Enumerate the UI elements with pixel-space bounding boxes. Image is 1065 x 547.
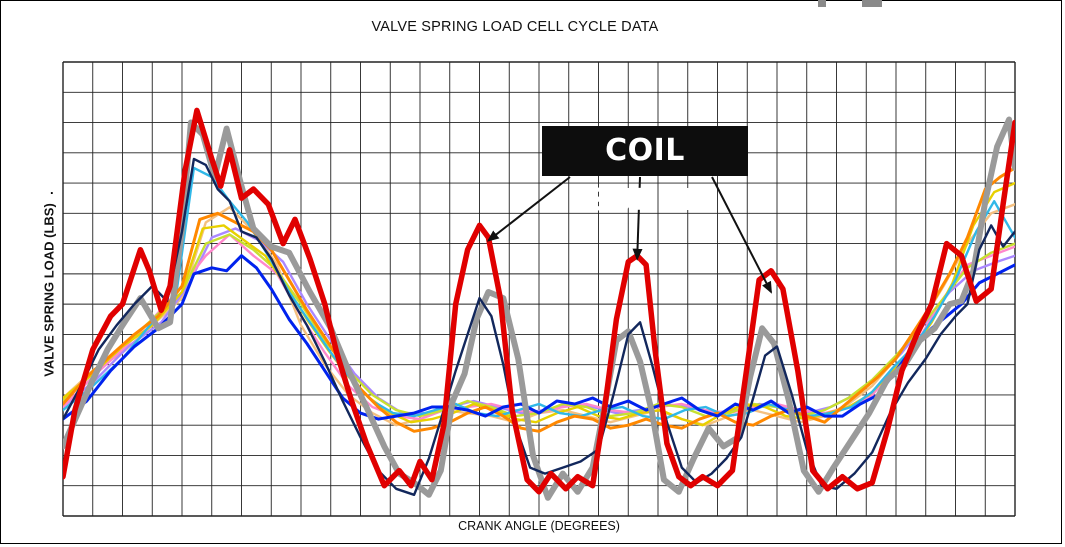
series-line-red [63, 107, 1015, 495]
series-line-peach [63, 203, 1015, 427]
annotation-arrow [632, 176, 643, 261]
annotation-arrow [711, 176, 772, 294]
top-edge-mark [818, 0, 826, 7]
series-line-cyan [63, 166, 1015, 421]
chart-title: VALVE SPRING LOAD CELL CYCLE DATA [371, 19, 659, 35]
annotation-arrow [486, 176, 571, 242]
x-axis-label: CRANK ANGLE (DEGREES) [458, 519, 620, 533]
y-axis-label-suffix: . [50, 182, 54, 197]
top-edge-mark [862, 0, 882, 7]
series-line-blue [63, 254, 1015, 421]
series-line-orange [63, 166, 1015, 433]
series-lines [63, 107, 1015, 501]
series-line-navy [63, 157, 1015, 496]
coil-surge-annotation: COIL SURGE [542, 126, 748, 218]
annotation-arrows [486, 176, 772, 294]
